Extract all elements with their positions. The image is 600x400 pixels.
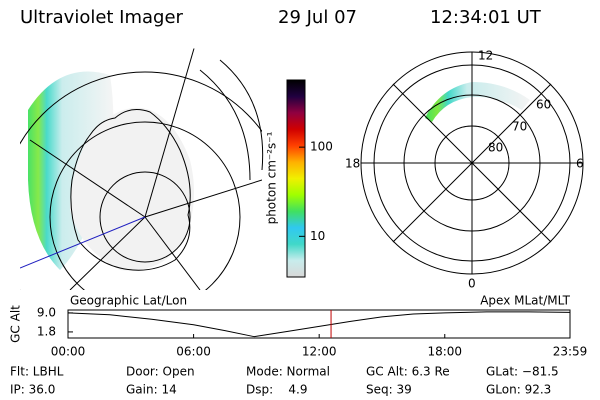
aurora-image: [70, 107, 194, 271]
date: 29 Jul 07: [278, 7, 357, 28]
mlat-label: 60: [536, 98, 551, 112]
coastline: [70, 109, 191, 271]
x-tick-label: 18:00: [427, 345, 462, 359]
aurora-image: [28, 71, 114, 271]
y-tick-label: 9.0: [37, 305, 56, 319]
x-tick-label: 12:00: [302, 345, 337, 359]
meridian: [144, 179, 262, 218]
geographic-map: [20, 44, 262, 291]
mlat-label: 80: [488, 141, 503, 155]
lat-circle: [99, 171, 191, 263]
polar-map: [360, 51, 584, 275]
y-axis-label: GC Alt: [9, 305, 23, 343]
status-field: Seq: 39: [366, 383, 412, 397]
colorbar-tick-label: 10: [310, 229, 325, 243]
status-panel: Flt: LBHL Door: Open Mode: Normal GC Alt: 6…: [10, 365, 559, 397]
status-field: IP: 36.0: [10, 383, 55, 397]
status-field: GLat: −81.5: [486, 365, 559, 379]
plot-right-label: Apex MLat/MLT: [480, 294, 570, 308]
status-field: Flt: LBHL: [10, 365, 64, 379]
track-line: [20, 216, 146, 269]
colorbar-label: photon cm⁻²s⁻¹: [265, 131, 279, 224]
mlt-label: 0: [468, 277, 476, 291]
x-tick-label: 23:59: [553, 345, 588, 359]
mlat-label: 70: [512, 120, 527, 134]
status-field: Gain: 14: [126, 383, 177, 397]
plot-left-label: Geographic Lat/Lon: [70, 294, 187, 308]
meridian: [144, 216, 201, 291]
status-field: GC Alt: 6.3 Re: [366, 365, 450, 379]
status-field: Mode: Normal: [246, 365, 330, 379]
x-tick-label: 00:00: [51, 345, 86, 359]
x-tick-label: 06:00: [176, 345, 211, 359]
lat-circle: [20, 71, 262, 291]
status-field: GLon: 92.3: [486, 383, 551, 397]
status-field: Dsp: 4.9: [246, 383, 308, 397]
colorbar: [286, 79, 306, 278]
altitude-curve: [67, 311, 571, 338]
lat-circle: [49, 121, 241, 291]
y-tick-label: 1.8: [37, 324, 56, 338]
title: Ultraviolet Imager: [20, 7, 184, 28]
mlt-label: 6: [576, 157, 584, 171]
colorbar-tick-label: 100: [310, 140, 333, 154]
lat-circle: [199, 59, 264, 181]
time: 12:34:01 UT: [430, 7, 542, 28]
aurora-image: [425, 82, 530, 122]
mlt-line: [392, 83, 552, 243]
status-field: Door: Open: [126, 365, 195, 379]
meridian: [69, 216, 146, 291]
meridian: [144, 44, 196, 218]
meridian: [29, 139, 146, 218]
mlt-label: 18: [345, 157, 360, 171]
mlt-label: 12: [478, 49, 493, 63]
